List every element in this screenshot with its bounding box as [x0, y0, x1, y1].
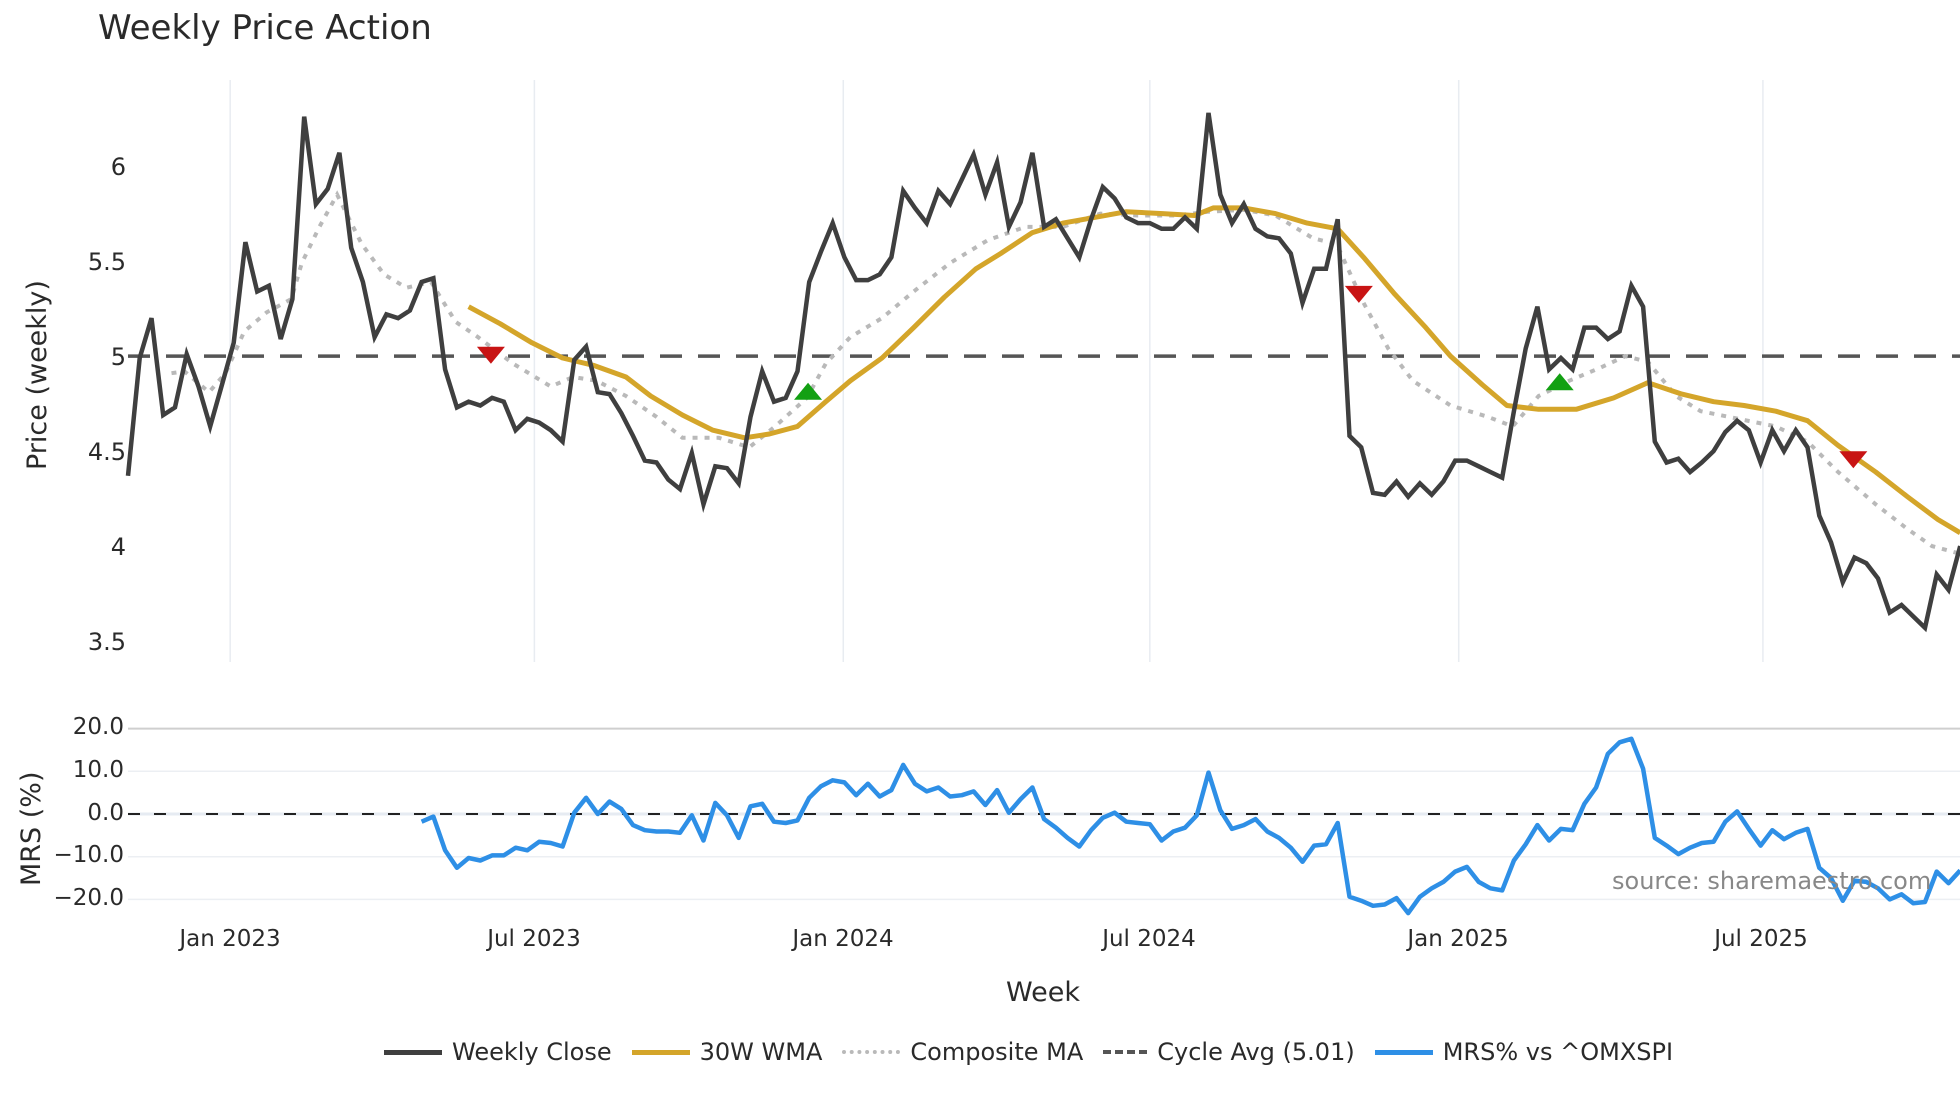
mrs-y-tick: −10.0 — [53, 842, 124, 868]
mrs-y-axis-label: MRS (%) — [16, 771, 47, 887]
y-tick: 4 — [110, 533, 126, 561]
buy-signal-triangle-up-icon — [794, 382, 823, 400]
legend-label: Composite MA — [910, 1038, 1084, 1066]
sell-signal-triangle-down-icon — [1839, 451, 1868, 469]
x-tick: Jul 2024 — [1102, 926, 1196, 952]
sell-signal-triangle-down-icon — [476, 346, 505, 364]
legend-item-mrs[interactable]: MRS% vs ^OMXSPI — [1374, 1038, 1674, 1066]
buy-signal-triangle-up-icon — [1545, 373, 1574, 391]
mrs-y-tick: 0.0 — [87, 800, 124, 826]
y-tick: 4.5 — [87, 438, 126, 466]
dotted-swatch-icon — [842, 1050, 901, 1054]
y-tick: 5 — [110, 343, 126, 371]
mrs-plot-area — [420, 736, 1960, 916]
mrs-y-tick: 10.0 — [72, 757, 124, 783]
price-plot-area — [125, 112, 1960, 633]
mrs-y-tick: 20.0 — [72, 714, 124, 740]
line-swatch-icon — [384, 1049, 442, 1055]
x-axis-label: Week — [1006, 977, 1080, 1008]
x-tick: Jan 2025 — [1407, 926, 1509, 952]
legend-label: Cycle Avg (5.01) — [1157, 1038, 1355, 1066]
grid-lines — [128, 80, 1960, 901]
legend-label: Weekly Close — [452, 1038, 612, 1066]
dashed-swatch-icon — [1103, 1050, 1148, 1054]
x-tick: Jul 2023 — [487, 926, 581, 952]
signal-markers — [476, 285, 1868, 469]
y-tick: 5.5 — [87, 248, 126, 276]
legend-label: 30W WMA — [699, 1038, 823, 1066]
legend-item-weekly-close[interactable]: Weekly Close — [384, 1038, 612, 1066]
line-swatch-icon — [1374, 1049, 1433, 1055]
x-tick: Jan 2024 — [792, 926, 894, 952]
mrs-y-tick: −20.0 — [53, 885, 124, 911]
sell-signal-triangle-down-icon — [1344, 285, 1373, 303]
legend-item-30w-wma[interactable]: 30W WMA — [631, 1038, 823, 1066]
source-annotation: source: sharemaestro.com — [1612, 867, 1932, 895]
legend-item-cycle-avg[interactable]: Cycle Avg (5.01) — [1103, 1038, 1355, 1066]
x-tick: Jan 2023 — [179, 926, 281, 952]
legend: Weekly Close 30W WMA Composite MA Cycle … — [384, 1038, 1693, 1066]
legend-label: MRS% vs ^OMXSPI — [1442, 1038, 1674, 1066]
chart-title: Weekly Price Action — [98, 8, 432, 48]
y-tick: 3.5 — [87, 628, 126, 656]
y-tick: 6 — [110, 153, 126, 181]
legend-item-composite-ma[interactable]: Composite MA — [842, 1038, 1083, 1066]
line-swatch-icon — [631, 1049, 690, 1055]
x-tick: Jul 2025 — [1714, 926, 1808, 952]
